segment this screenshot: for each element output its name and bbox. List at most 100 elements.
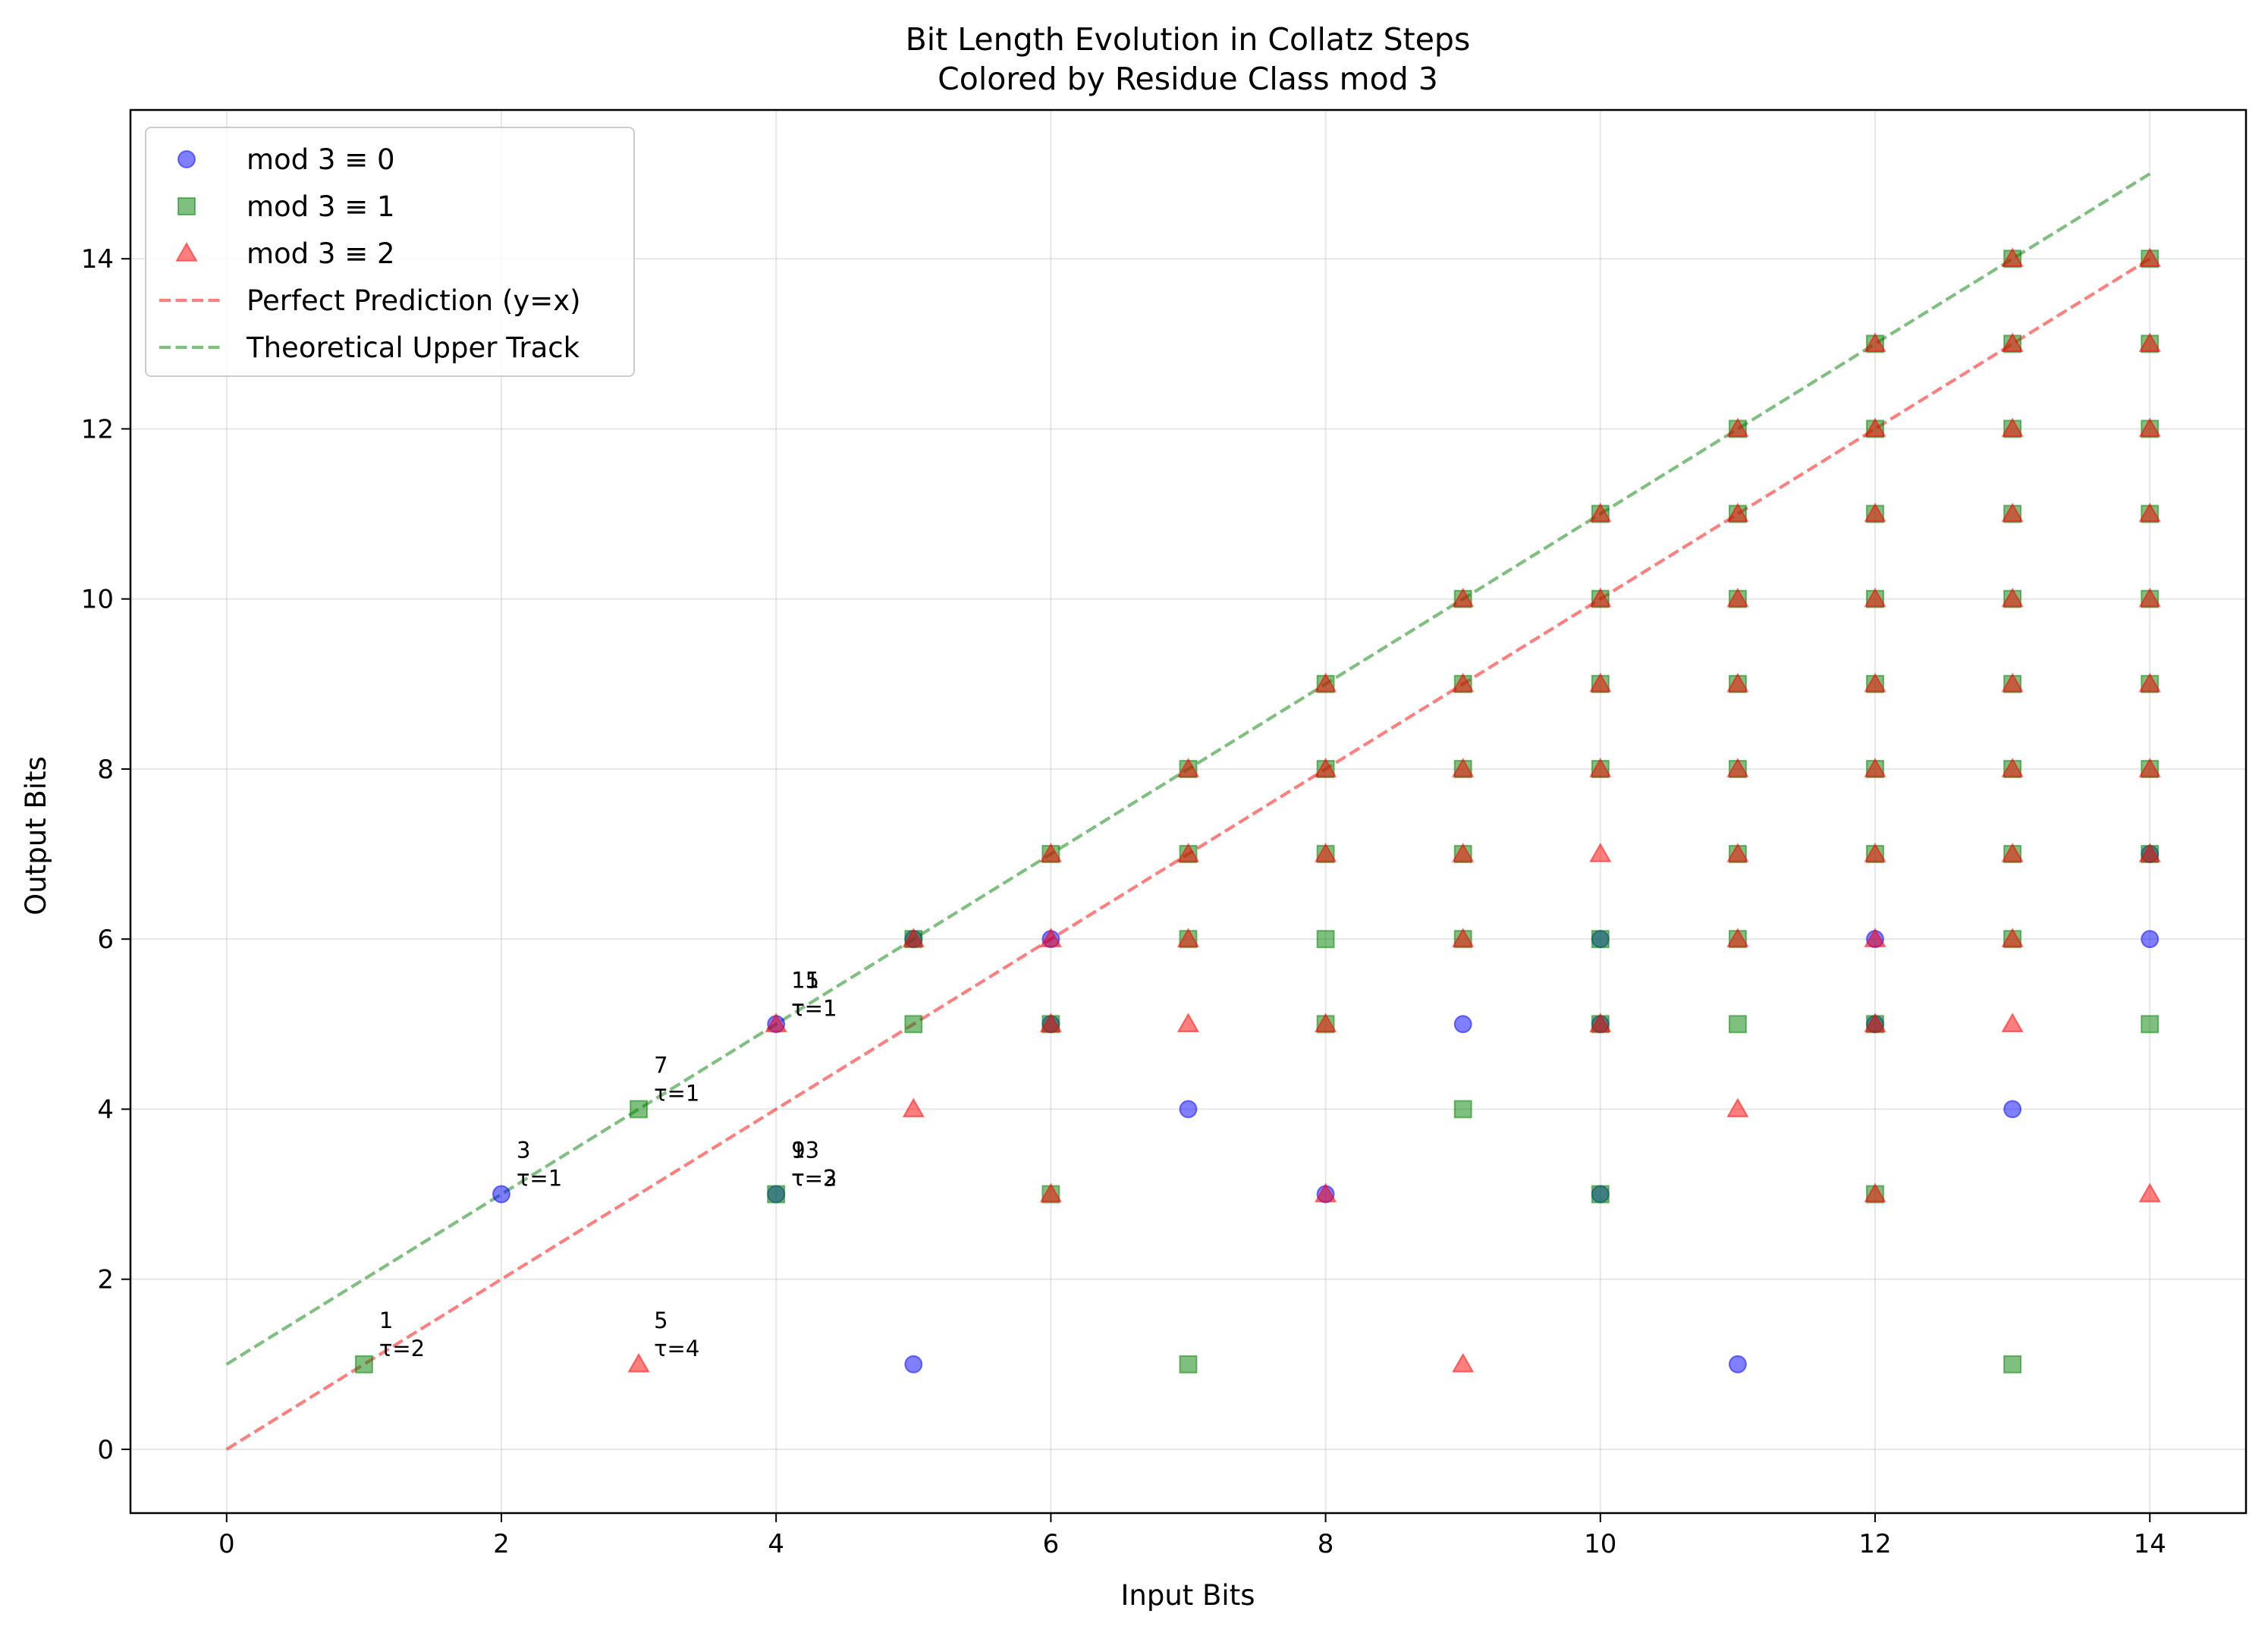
data-point-square <box>354 1355 373 1374</box>
data-point-triangle <box>1176 1013 1200 1033</box>
data-point-triangle <box>1451 1352 1475 1373</box>
annotation-line: 9 <box>791 1138 805 1163</box>
x-tick-label: 12 <box>1858 1529 1891 1559</box>
data-point-triangle <box>2001 587 2024 608</box>
data-point-triangle <box>2138 332 2161 353</box>
x-axis-label: Input Bits <box>1120 1579 1255 1612</box>
data-point-triangle <box>2001 1013 2024 1033</box>
point-annotation: 13 τ=3 <box>791 1138 837 1192</box>
data-point-triangle <box>1039 1182 1063 1203</box>
data-point-triangle <box>1589 672 1612 692</box>
data-point-triangle <box>1726 843 1749 862</box>
chart-title-line-1: Bit Length Evolution in Collatz Steps <box>906 21 1471 58</box>
data-point-triangle <box>1864 1182 1886 1203</box>
x-tick-label: 4 <box>768 1529 784 1559</box>
x-tick-label: 0 <box>218 1529 235 1559</box>
data-point-triangle <box>2138 417 2161 438</box>
data-point-circle <box>2141 930 2160 949</box>
y-tick-label: 14 <box>81 244 114 275</box>
data-point-triangle <box>2001 843 2024 862</box>
legend-circle-symbol <box>177 150 196 168</box>
plot-frame <box>129 108 2248 1515</box>
data-point-triangle <box>1176 843 1200 862</box>
data-point-triangle <box>1726 587 1749 608</box>
data-point-triangle <box>2138 587 2161 608</box>
data-point-square <box>1179 1355 1198 1374</box>
data-point-square <box>767 1185 786 1204</box>
data-point-triangle <box>1451 587 1475 608</box>
annotation-line: τ=1 <box>791 995 837 1021</box>
x-tick-label: 6 <box>1043 1529 1060 1559</box>
legend-label: Perfect Prediction (y=x) <box>247 284 581 317</box>
data-point-square <box>2141 1015 2160 1034</box>
data-point-triangle <box>902 928 925 947</box>
x-tick-label: 2 <box>493 1529 510 1559</box>
annotation-line: τ=1 <box>791 995 837 1021</box>
chart-title-line-2: Colored by Residue Class mod 3 <box>938 61 1438 97</box>
data-point-circle <box>492 1185 510 1204</box>
y-tick-label: 8 <box>97 755 114 785</box>
data-point-triangle <box>1864 757 1886 777</box>
data-point-triangle <box>2138 247 2161 267</box>
data-point-triangle <box>1589 587 1612 608</box>
data-point-triangle <box>2001 502 2024 523</box>
data-point-circle <box>1728 1355 1747 1374</box>
point-annotation: 15 τ=1 <box>791 967 837 1021</box>
data-point-square <box>1728 1015 1747 1034</box>
data-point-triangle <box>1864 417 1886 438</box>
y-tick-label: 12 <box>81 414 114 444</box>
data-point-triangle <box>2001 417 2024 438</box>
data-point-triangle <box>1314 1013 1337 1033</box>
annotation-line: 11 <box>791 967 819 993</box>
data-point-triangle <box>1451 928 1475 947</box>
data-point-triangle <box>1864 843 1886 862</box>
x-tick-label: 8 <box>1318 1529 1334 1559</box>
data-point-triangle <box>1039 928 1063 947</box>
data-point-triangle <box>1176 928 1200 947</box>
annotation-line: τ=1 <box>517 1166 562 1192</box>
annotation-line: 5 <box>654 1308 668 1333</box>
series-triangle-group <box>627 247 2161 1373</box>
legend-label: Theoretical Upper Track <box>246 331 580 364</box>
y-tick-label: 2 <box>97 1265 114 1295</box>
legend-label: mod 3 ≡ 2 <box>247 237 395 270</box>
data-point-triangle <box>1314 757 1337 777</box>
data-point-circle <box>1453 1015 1472 1034</box>
legend: mod 3 ≡ 0 mod 3 ≡ 1 mod 3 ≡ 2 Perfect Predi… <box>145 127 635 377</box>
data-point-square <box>1591 930 1610 949</box>
data-point-triangle <box>1726 757 1749 777</box>
data-point-square <box>630 1100 649 1119</box>
data-point-square <box>2003 1355 2022 1374</box>
point-annotation: 9 τ=2 <box>791 1138 837 1192</box>
data-point-triangle <box>2138 672 2161 692</box>
annotation-line: 1 <box>379 1308 393 1333</box>
data-point-triangle <box>1864 672 1886 692</box>
axis-ticks: 0 2 4 6 8 10 12 14 0 2 4 6 8 10 12 14 <box>81 244 2166 1559</box>
y-tick-label: 4 <box>97 1094 114 1125</box>
data-point-triangle <box>1451 672 1475 692</box>
data-point-square <box>1453 1100 1472 1119</box>
data-point-circle <box>2003 1100 2022 1119</box>
point-annotations: 1 τ=23 τ=17 τ=15 τ=411 τ=115 τ=19 τ=213 τ=3 <box>379 967 837 1361</box>
point-annotation: 3 τ=1 <box>517 1138 562 1192</box>
data-point-square <box>1316 930 1335 949</box>
data-point-triangle <box>1864 502 1886 523</box>
data-point-triangle <box>2001 247 2024 267</box>
point-annotation: 11 τ=1 <box>791 967 837 1021</box>
y-axis-label: Output Bits <box>20 756 52 915</box>
legend-label: mod 3 ≡ 0 <box>247 143 395 176</box>
data-point-triangle <box>1589 843 1612 862</box>
data-point-triangle <box>1039 843 1063 862</box>
data-points <box>354 247 2161 1374</box>
data-point-triangle <box>627 1352 650 1373</box>
legend-box <box>145 127 635 377</box>
data-point-square <box>904 1015 923 1034</box>
data-point-triangle <box>1726 672 1749 692</box>
data-point-triangle <box>1314 672 1337 692</box>
data-point-triangle <box>1864 587 1886 608</box>
y-tick-label: 6 <box>97 925 114 955</box>
point-annotation: 7 τ=1 <box>654 1052 699 1106</box>
annotation-line: 3 <box>517 1138 530 1163</box>
point-annotation: 5 τ=4 <box>654 1308 699 1361</box>
